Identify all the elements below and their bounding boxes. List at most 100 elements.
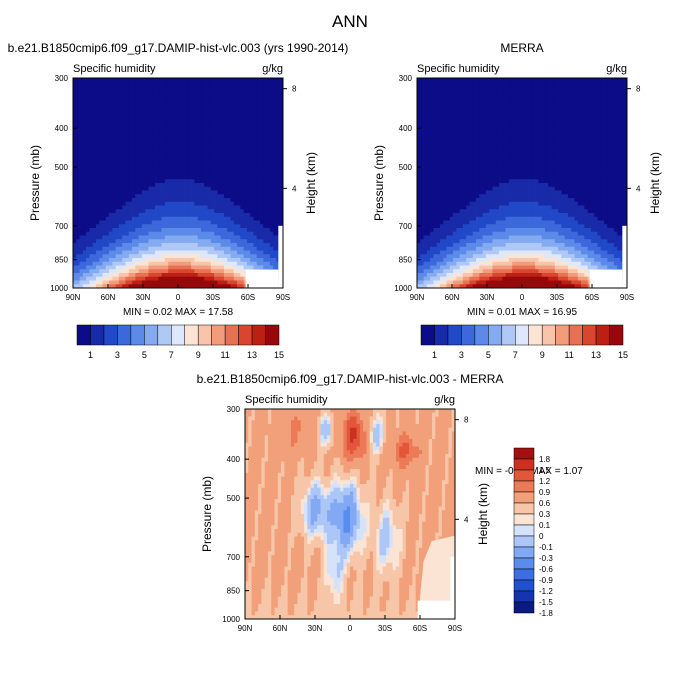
field-cell: [79, 96, 84, 101]
field-cell: [138, 179, 143, 184]
field-cell: [436, 123, 441, 128]
field-cell: [79, 231, 84, 236]
field-cell: [89, 104, 94, 109]
field-cell: [489, 100, 493, 105]
field-cell: [423, 85, 428, 90]
colorbar-swatch: [90, 324, 105, 346]
field-cell: [263, 156, 267, 161]
field-cell: [135, 78, 139, 83]
field-cell: [141, 261, 146, 266]
field-cell: [145, 100, 149, 105]
field-cell: [276, 231, 281, 236]
field-cell: [197, 224, 202, 229]
field-cell: [194, 220, 199, 225]
field-cell: [217, 231, 222, 236]
field-cell: [423, 149, 428, 154]
field-cell: [449, 81, 454, 86]
field-cell: [233, 186, 238, 191]
field-cell: [430, 119, 434, 124]
field-cell: [115, 104, 120, 109]
field-cell: [276, 265, 281, 270]
field-cell: [233, 96, 238, 101]
field-cell: [541, 96, 546, 101]
field-cell: [184, 183, 189, 188]
field-cell: [243, 273, 248, 278]
field-cell: [115, 171, 120, 176]
field-cell: [459, 104, 464, 109]
field-cell: [253, 239, 258, 244]
field-cell: [276, 254, 281, 259]
field-cell: [145, 246, 149, 251]
field-cell: [207, 108, 212, 113]
field-cell: [76, 269, 80, 274]
field-cell: [466, 78, 470, 83]
field-cell: [158, 134, 162, 139]
field-cell: [446, 145, 451, 150]
field-cell: [443, 93, 447, 98]
field-cell: [439, 130, 444, 135]
field-cell: [197, 194, 202, 199]
field-cell: [197, 265, 202, 270]
field-cell: [171, 228, 176, 233]
field-cell: [217, 126, 222, 131]
field-cell: [141, 119, 146, 124]
field-cell: [184, 126, 189, 131]
field-cell: [266, 164, 271, 169]
field-cell: [187, 246, 192, 251]
field-cell: [564, 138, 569, 143]
field-cell: [243, 156, 248, 161]
field-cell: [227, 261, 231, 266]
field-cell: [456, 115, 461, 120]
field-cell: [279, 186, 284, 191]
field-cell: [200, 216, 205, 221]
field-cell: [210, 205, 215, 210]
field-cell: [135, 96, 139, 101]
field-cell: [191, 100, 195, 105]
field-cell: [178, 85, 182, 90]
field-cell: [207, 168, 212, 173]
field-cell: [151, 276, 156, 281]
field-cell: [260, 108, 264, 113]
field-cell: [466, 126, 470, 131]
field-cell: [184, 96, 189, 101]
field-cell: [217, 269, 222, 274]
field-cell: [168, 261, 172, 266]
field-cell: [115, 280, 120, 285]
field-cell: [105, 213, 110, 218]
field-cell: [217, 220, 222, 225]
field-cell: [233, 190, 238, 195]
field-cell: [436, 138, 441, 143]
field-cell: [161, 183, 166, 188]
field-cell: [105, 265, 110, 270]
field-cell: [276, 216, 281, 221]
field-cell: [430, 81, 434, 86]
field-cell: [145, 126, 149, 131]
field-cell: [456, 100, 461, 105]
field-cell: [600, 78, 605, 83]
field-cell: [269, 93, 274, 98]
field-cell: [194, 254, 199, 259]
field-cell: [220, 130, 225, 135]
field-cell: [436, 100, 441, 105]
field-cell: [109, 126, 113, 131]
field-cell: [200, 171, 205, 176]
field-cell: [256, 201, 261, 206]
field-cell: [73, 265, 77, 270]
field-cell: [230, 145, 235, 150]
field-cell: [250, 224, 254, 229]
field-cell: [220, 126, 225, 131]
field-cell: [155, 228, 159, 233]
field-cell: [128, 175, 133, 180]
field-cell: [158, 171, 162, 176]
field-cell: [479, 134, 483, 139]
field-cell: [204, 171, 208, 176]
field-cell: [276, 179, 281, 184]
field-cell: [499, 138, 503, 143]
field-cell: [181, 115, 185, 120]
field-cell: [204, 209, 208, 214]
field-cell: [141, 81, 146, 86]
field-cell: [443, 145, 447, 150]
field-cell: [594, 130, 598, 135]
field-cell: [260, 183, 264, 188]
field-cell: [266, 254, 271, 259]
